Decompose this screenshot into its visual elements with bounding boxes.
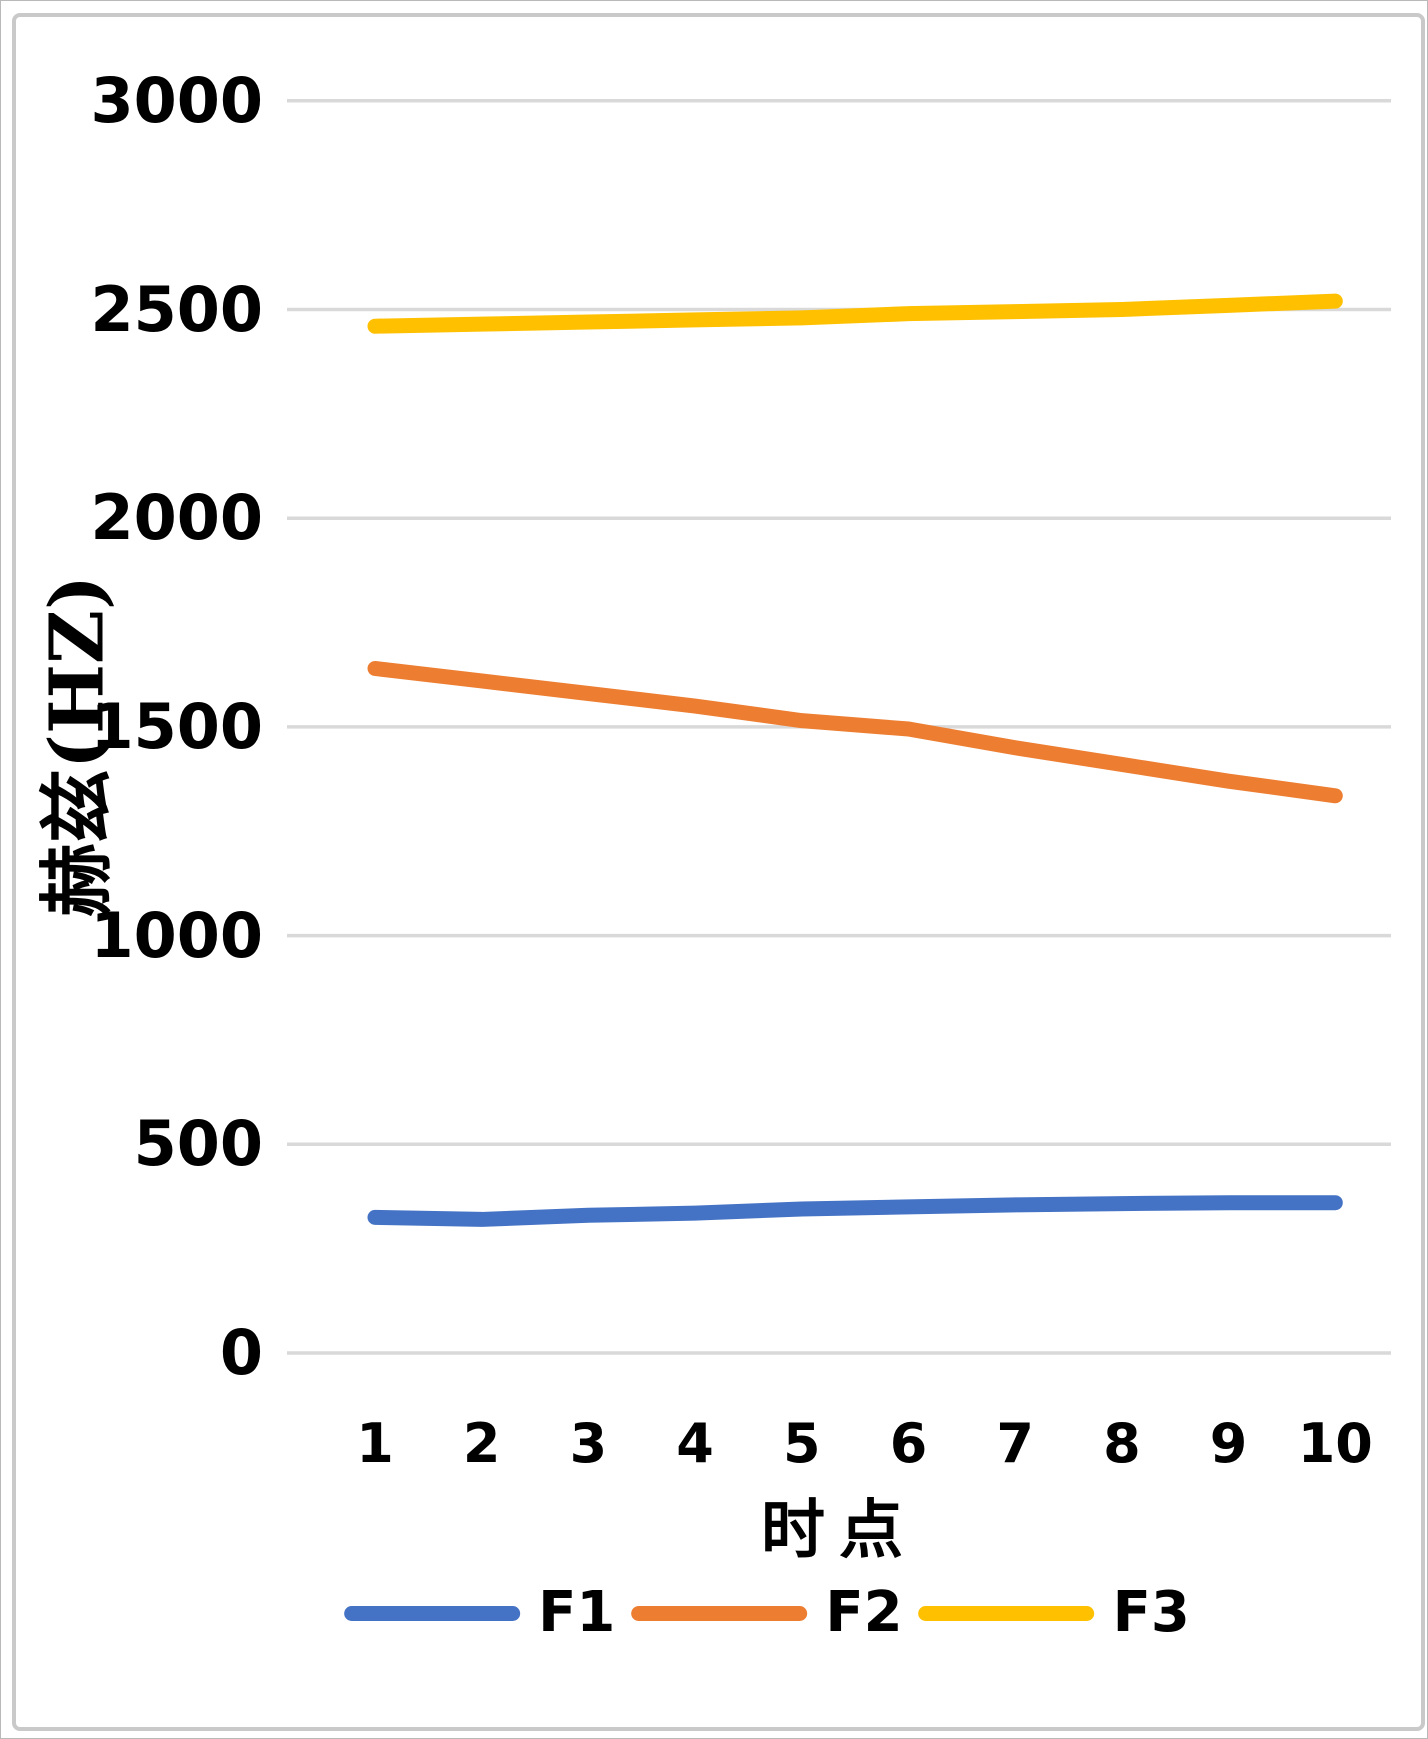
legend-label-f3: F3 bbox=[1112, 1580, 1190, 1645]
y-tick-label: 0 bbox=[219, 1316, 263, 1389]
y-tick-label: 2000 bbox=[90, 481, 263, 555]
x-tick-label: 10 bbox=[1297, 1412, 1373, 1475]
series-line-f2 bbox=[367, 660, 1343, 804]
x-tick-label: 2 bbox=[462, 1412, 501, 1475]
legend-item-f3: F3 bbox=[918, 1580, 1190, 1645]
legend-swatch-f1 bbox=[344, 1605, 521, 1621]
y-tick-label: 1500 bbox=[90, 689, 263, 763]
legend-item-f1: F1 bbox=[344, 1583, 615, 1643]
x-tick-label: 8 bbox=[1103, 1412, 1141, 1475]
legend-swatch-f2 bbox=[631, 1605, 808, 1621]
y-tick-label: 500 bbox=[133, 1107, 263, 1181]
x-tick-label: 6 bbox=[889, 1412, 928, 1475]
x-axis-title: 时点 bbox=[761, 1494, 917, 1568]
x-tick-label: 9 bbox=[1209, 1412, 1248, 1475]
x-tick-label: 1 bbox=[356, 1412, 394, 1475]
y-tick-label: 1000 bbox=[90, 898, 263, 972]
series-line-f1 bbox=[367, 1195, 1343, 1227]
x-tick-label: 3 bbox=[569, 1412, 608, 1475]
legend-swatch-f3 bbox=[918, 1605, 1095, 1621]
x-tick-label: 7 bbox=[996, 1412, 1034, 1475]
y-tick-label: 2500 bbox=[90, 272, 263, 346]
legend: F1 F2 F3 bbox=[344, 1583, 1190, 1643]
series-line-f3 bbox=[367, 293, 1343, 334]
legend-label-f2: F2 bbox=[825, 1580, 903, 1645]
legend-label-f1: F1 bbox=[538, 1580, 616, 1645]
y-tick-label: 3000 bbox=[90, 63, 263, 137]
legend-item-f2: F2 bbox=[631, 1580, 903, 1645]
x-tick-label: 5 bbox=[783, 1412, 821, 1475]
y-axis-title: 赫兹(HZ) bbox=[34, 575, 121, 917]
chart-frame bbox=[12, 13, 1425, 1731]
x-tick-label: 4 bbox=[676, 1412, 714, 1475]
